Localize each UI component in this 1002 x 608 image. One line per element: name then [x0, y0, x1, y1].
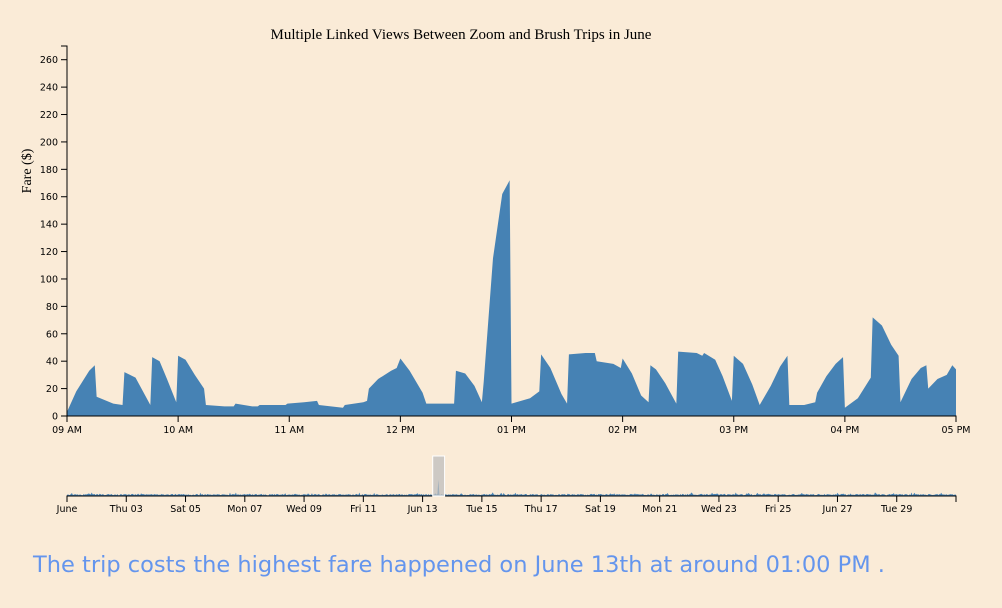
context-tick-label: Mon 07: [227, 504, 262, 515]
x-tick-label: 09 AM: [52, 425, 82, 436]
focus-area-layer: [67, 180, 956, 416]
y-tick-label: 0: [52, 412, 58, 423]
context-tick-label: Tue 15: [465, 504, 497, 515]
x-tick-label: 03 PM: [719, 425, 748, 436]
context-axis-domain: [66, 495, 957, 502]
x-tick-label: 04 PM: [830, 425, 859, 436]
x-tick-label: 10 AM: [163, 425, 193, 436]
context-tick-label: Sat 19: [585, 504, 616, 515]
context-tick-label: Wed 09: [286, 504, 322, 515]
context-x-axis: June Thu 03 Sat 05 Mon 07 Wed 09 Fri 11 Jun 13…: [56, 495, 957, 515]
y-axis-label: Fare ($): [20, 148, 35, 193]
y-tick-label: 220: [40, 110, 58, 121]
x-tick-label: 11 AM: [274, 425, 304, 436]
context-tick-label: Sat 05: [170, 504, 201, 515]
context-tick-label: Fri 25: [765, 504, 791, 515]
context-tick-label: Mon 21: [642, 504, 677, 515]
y-tick-label: 240: [40, 83, 58, 94]
brush-layer[interactable]: [432, 455, 446, 497]
y-tick-label: 180: [40, 165, 58, 176]
y-tick-label: 40: [46, 357, 58, 368]
y-tick-label: 260: [40, 55, 58, 66]
x-tick-label: 05 PM: [941, 425, 970, 436]
y-axis-domain: [61, 45, 68, 417]
context-area-layer: [67, 479, 956, 496]
y-tick-label: 80: [46, 302, 58, 313]
y-tick-label: 160: [40, 192, 58, 203]
focus-x-axis: 09 AM 10 AM 11 AM 12 PM 01 PM 02 PM 03 PM 04 PM…: [52, 415, 971, 436]
y-tick-label: 60: [46, 329, 58, 340]
context-tick-label: Wed 23: [701, 504, 737, 515]
context-tick-label: Tue 29: [880, 504, 912, 515]
context-tick-label: Jun 13: [407, 504, 438, 515]
context-chart[interactable]: June Thu 03 Sat 05 Mon 07 Wed 09 Fri 11 Jun 13…: [56, 455, 957, 515]
insight-caption: The trip costs the highest fare happened…: [33, 552, 885, 578]
x-tick-label: 01 PM: [497, 425, 526, 436]
x-tick-label: 12 PM: [386, 425, 415, 436]
y-tick-label: 120: [40, 247, 58, 258]
context-tick-label: Fri 11: [350, 504, 376, 515]
chart-title: Multiple Linked Views Between Zoom and B…: [271, 27, 652, 43]
y-tick-label: 100: [40, 274, 58, 285]
context-tick-label: Thu 17: [524, 504, 558, 515]
context-tick-label: Jun 27: [821, 504, 852, 515]
focus-y-axis: 0 20 40 60 80 100 120 140 160 180 200 220 240 260: [40, 45, 68, 423]
focus-chart[interactable]: 0 20 40 60 80 100 120 140 160 180 200 220 240 260 09 …: [40, 45, 971, 436]
fare-area: [67, 180, 956, 416]
y-tick-label: 140: [40, 220, 58, 231]
context-tick-label: June: [56, 504, 78, 515]
y-tick-label: 200: [40, 137, 58, 148]
context-tick-label: Thu 03: [109, 504, 143, 515]
x-tick-label: 02 PM: [608, 425, 637, 436]
y-tick-label: 20: [46, 384, 58, 395]
brush-selection[interactable]: [432, 455, 446, 497]
trip-overview-area: [67, 479, 956, 496]
linked-views-chart: Multiple Linked Views Between Zoom and B…: [20, 27, 971, 515]
